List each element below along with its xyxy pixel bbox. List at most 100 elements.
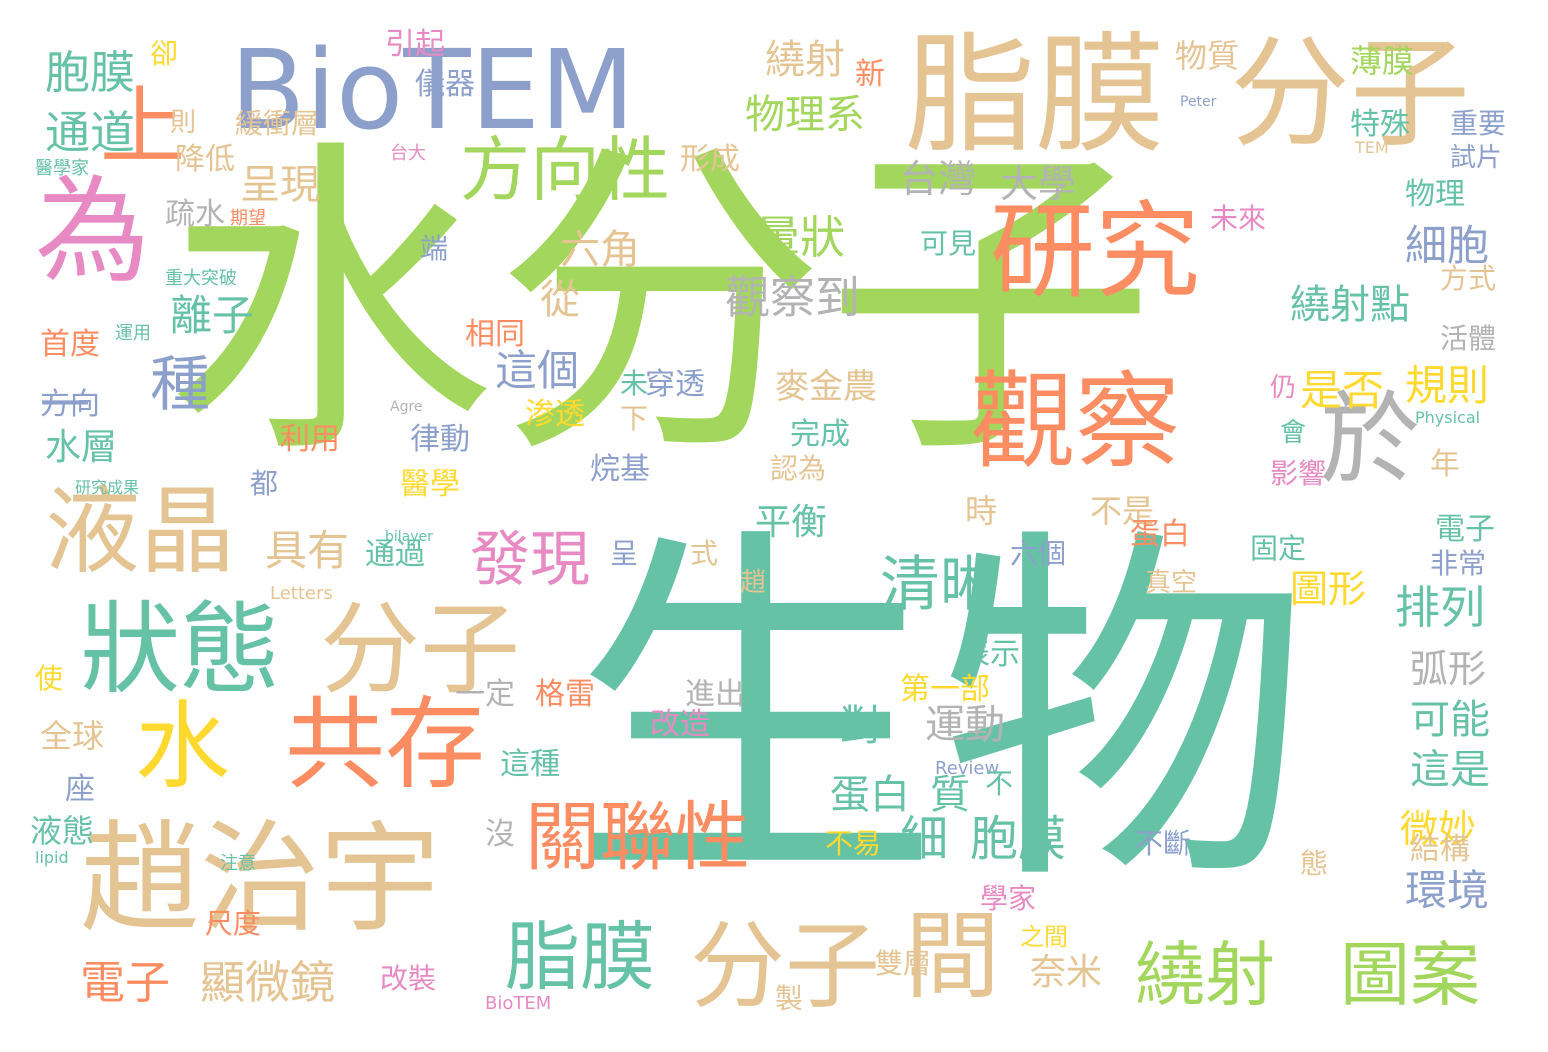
word-18: 關聯性 [525, 793, 751, 881]
word-140: 下 [620, 402, 649, 435]
word-64: 微妙 [1400, 807, 1477, 851]
word-41: 規則 [1405, 361, 1490, 410]
word-104: 表示 [960, 637, 1020, 672]
word-94: 利用 [280, 422, 340, 457]
word-42: 離子 [170, 291, 255, 340]
word-122: 運用 [115, 323, 151, 344]
word-73: 疏水 [165, 197, 225, 232]
word-149: 端 [420, 232, 449, 265]
word-49: 排列 [1395, 581, 1486, 634]
word-132: TEM [1355, 138, 1389, 157]
word-143: 趙 [740, 568, 767, 598]
word-98: 六個 [1010, 537, 1067, 570]
word-54: 質 [930, 772, 970, 818]
word-37: 觀察到 [725, 271, 861, 324]
word-123: 研究成果 [75, 478, 140, 497]
word-67: 方向 [40, 387, 100, 422]
word-80: 試片 [1450, 143, 1503, 173]
word-35: 大學 [1000, 162, 1077, 206]
word-77: 形成 [680, 142, 740, 177]
word-102: 非常 [1430, 547, 1487, 580]
word-68: 液態 [30, 812, 95, 850]
word-147: 年 [1430, 447, 1460, 482]
word-129: lipid [35, 848, 69, 867]
word-135: 座 [65, 772, 95, 807]
word-115: 改裝 [380, 962, 437, 995]
word-113: 學家 [980, 882, 1037, 915]
word-21: 間 [905, 902, 1001, 1012]
word-90: 認為 [770, 452, 827, 485]
word-45: 從 [540, 277, 580, 323]
word-81: 物理 [1405, 177, 1465, 212]
word-141: 呈 [610, 537, 639, 570]
word-130: bilayer [385, 529, 433, 545]
word-109: 一定 [455, 677, 515, 712]
word-63: 這是 [1410, 747, 1490, 793]
word-76: 新 [855, 57, 885, 92]
word-25: 清晰 [880, 550, 1000, 620]
word-28: 胞膜 [45, 46, 136, 99]
word-66: 水層 [45, 427, 118, 468]
word-136: 使 [35, 662, 64, 695]
word-61: 弧形 [1410, 647, 1487, 691]
word-107: 改造 [650, 707, 710, 742]
word-133: 卻 [150, 37, 179, 70]
word-51: 細 [900, 811, 949, 867]
word-126: Review [935, 758, 1000, 779]
word-65: 結構 [1410, 832, 1470, 867]
word-38: 細胞 [1405, 221, 1490, 270]
word-134: 則 [170, 108, 197, 138]
word-97: 時 [965, 492, 998, 530]
word-88: 渗透 [525, 397, 585, 432]
word-32: 物質 [1175, 37, 1240, 75]
word-108: 格雷 [535, 677, 595, 712]
word-150: 製 [775, 982, 804, 1015]
word-2: 生物 [570, 500, 1310, 930]
word-105: 第一部 [900, 672, 990, 707]
word-100: 固定 [1250, 532, 1307, 565]
word-96: 不是 [1090, 492, 1155, 530]
word-6: 為 [35, 165, 151, 299]
word-101: 電子 [1435, 512, 1495, 547]
word-99: 蛋白 [1130, 517, 1190, 552]
word-36: 暈狀 [755, 211, 846, 264]
word-127: Letters [270, 583, 333, 604]
word-10: 方向性 [460, 129, 670, 211]
word-44: 呈現 [240, 162, 320, 208]
word-111: 不易 [825, 827, 882, 860]
word-59: 奈米 [1030, 952, 1103, 993]
word-75: 引起 [385, 27, 445, 62]
word-26: 種 [150, 350, 210, 420]
word-57: 電子 [80, 956, 171, 1009]
word-60: 環境 [1405, 866, 1490, 915]
word-142: 式 [690, 537, 719, 570]
word-56: 對 [840, 701, 883, 750]
word-110: 這種 [500, 747, 560, 782]
word-34: 台灣 [900, 157, 977, 201]
word-23: 圖案 [1340, 934, 1480, 1016]
word-128: BioTEM [485, 993, 552, 1014]
word-125: Physical [1415, 408, 1481, 427]
word-47: 具有 [265, 526, 350, 575]
word-7: 上 [100, 78, 186, 177]
word-138: 沒 [485, 817, 515, 852]
word-93: 醫學 [400, 467, 460, 502]
word-82: 未來 [1210, 202, 1267, 235]
word-39: 繞射點 [1290, 282, 1410, 328]
word-71: 降低 [175, 142, 235, 177]
word-116: 尺度 [205, 907, 262, 940]
word-70: 首度 [40, 327, 100, 362]
word-52: 胞膜 [970, 811, 1067, 867]
word-124: Agre [390, 399, 423, 415]
word-131: Peter [1180, 94, 1217, 110]
word-83: 方式 [1440, 262, 1497, 295]
word-92: 律動 [410, 422, 470, 457]
word-145: 仍 [1270, 373, 1297, 403]
word-11: 於 [1320, 381, 1420, 498]
word-95: 通過 [365, 537, 425, 572]
word-103: 影響 [1270, 457, 1327, 490]
word-14: 分子 [320, 591, 520, 708]
word-8: 研究 [990, 191, 1201, 313]
word-106: 進出 [685, 677, 745, 712]
